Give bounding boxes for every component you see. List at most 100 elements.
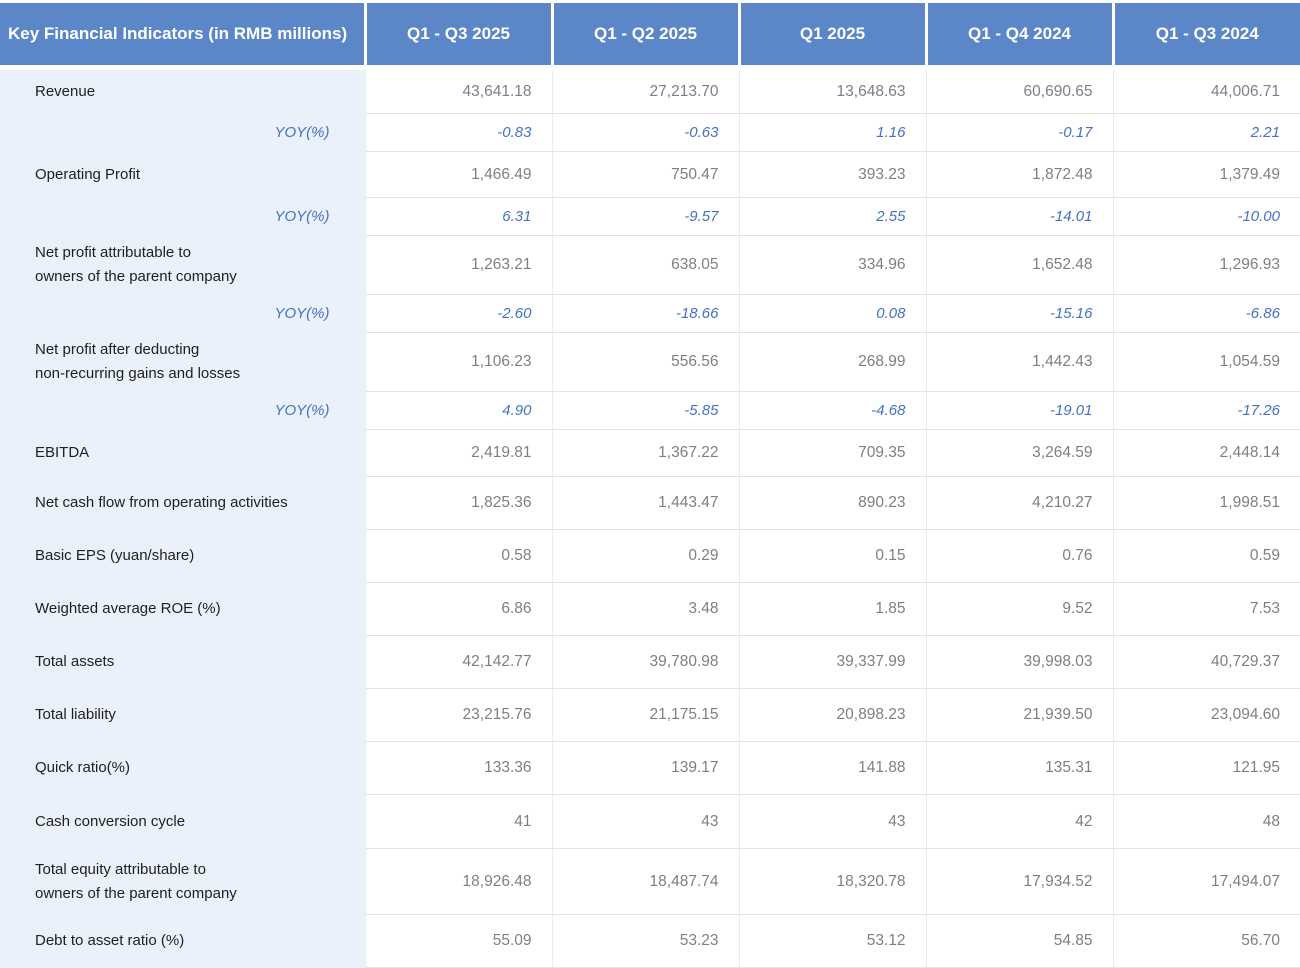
table-row: Net profit attributable to owners of the… [0,235,1300,295]
table-row: YOY(%) 4.90 -5.85 -4.68 -19.01 -17.26 [0,391,1300,430]
cell-value: 121.95 [1112,741,1300,795]
row-label: YOY(%) [0,391,365,430]
cell-value: 268.99 [738,332,926,392]
cell-value: 2,419.81 [364,429,552,477]
row-label: Weighted average ROE (%) [0,582,365,636]
row-label: Net cash flow from operating activities [0,476,365,530]
cell-value: 23,094.60 [1112,688,1300,742]
cell-value: 2,448.14 [1112,429,1300,477]
cell-value: -15.16 [925,294,1113,333]
cell-value: -17.26 [1112,391,1300,430]
row-label: Net profit attributable to owners of the… [0,235,365,295]
cell-value: 4,210.27 [925,476,1113,530]
cell-value: 1,379.49 [1112,151,1300,198]
row-label: EBITDA [0,429,365,477]
cell-value: -14.01 [925,197,1113,236]
row-label: Total liability [0,688,365,742]
cell-value: 1,106.23 [364,332,552,392]
cell-value: 18,926.48 [364,848,552,915]
cell-value: 21,175.15 [551,688,739,742]
column-header: Q1 2025 [739,0,928,70]
cell-value: 0.59 [1112,529,1300,583]
cell-value: 23,215.76 [364,688,552,742]
cell-value: 890.23 [738,476,926,530]
cell-value: 1.85 [738,582,926,636]
table-row: Net profit after deducting non-recurring… [0,332,1300,392]
row-label: Total equity attributable to owners of t… [0,848,365,915]
cell-value: 638.05 [551,235,739,295]
cell-value: 7.53 [1112,582,1300,636]
cell-value: 1,443.47 [551,476,739,530]
cell-value: 6.31 [364,197,552,236]
cell-value: 21,939.50 [925,688,1113,742]
cell-value: 6.86 [364,582,552,636]
row-label: Basic EPS (yuan/share) [0,529,365,583]
row-label: Total assets [0,635,365,689]
cell-value: 17,934.52 [925,848,1113,915]
table-row: Revenue 43,641.18 27,213.70 13,648.63 60,690… [0,67,1300,114]
row-label: Quick ratio(%) [0,741,365,795]
table-row: YOY(%) -0.83 -0.63 1.16 -0.17 2.21 [0,113,1300,152]
cell-value: 1,998.51 [1112,476,1300,530]
cell-value: 750.47 [551,151,739,198]
table-row: YOY(%) 6.31 -9.57 2.55 -14.01 -10.00 [0,197,1300,236]
cell-value: 3.48 [551,582,739,636]
cell-value: 1,466.49 [364,151,552,198]
table-title: Key Financial Indicators (in RMB million… [0,0,367,70]
cell-value: 43 [551,794,739,849]
cell-value: 9.52 [925,582,1113,636]
cell-value: -5.85 [551,391,739,430]
cell-value: -4.68 [738,391,926,430]
cell-value: -18.66 [551,294,739,333]
cell-value: 42,142.77 [364,635,552,689]
table-row: Basic EPS (yuan/share) 0.58 0.29 0.15 0.76 0.… [0,529,1300,583]
cell-value: 39,998.03 [925,635,1113,689]
cell-value: 43,641.18 [364,67,552,114]
cell-value: 0.08 [738,294,926,333]
table-row: YOY(%) -2.60 -18.66 0.08 -15.16 -6.86 [0,294,1300,333]
cell-value: 56.70 [1112,914,1300,968]
cell-value: 18,487.74 [551,848,739,915]
cell-value: 556.56 [551,332,739,392]
cell-value: 1,652.48 [925,235,1113,295]
cell-value: 0.15 [738,529,926,583]
column-header: Q1 - Q3 2025 [365,0,554,70]
cell-value: -0.83 [364,113,552,152]
cell-value: 39,337.99 [738,635,926,689]
cell-value: 139.17 [551,741,739,795]
table-row: EBITDA 2,419.81 1,367.22 709.35 3,264.59 2,44… [0,429,1300,477]
cell-value: -2.60 [364,294,552,333]
cell-value: -9.57 [551,197,739,236]
cell-value: 1,296.93 [1112,235,1300,295]
cell-value: 133.36 [364,741,552,795]
cell-value: 54.85 [925,914,1113,968]
cell-value: 4.90 [364,391,552,430]
cell-value: -6.86 [1112,294,1300,333]
header-row: Key Financial Indicators (in RMB million… [0,0,1300,70]
cell-value: 53.23 [551,914,739,968]
cell-value: 41 [364,794,552,849]
row-label: YOY(%) [0,294,365,333]
cell-value: 1,442.43 [925,332,1113,392]
row-label: Net profit after deducting non-recurring… [0,332,365,392]
cell-value: 1,367.22 [551,429,739,477]
cell-value: 43 [738,794,926,849]
table-row: Total assets 42,142.77 39,780.98 39,337.99 3… [0,635,1300,689]
row-label: Debt to asset ratio (%) [0,914,365,968]
cell-value: -0.17 [925,113,1113,152]
cell-value: 2.21 [1112,113,1300,152]
cell-value: 393.23 [738,151,926,198]
cell-value: 141.88 [738,741,926,795]
cell-value: 1,872.48 [925,151,1113,198]
cell-value: -10.00 [1112,197,1300,236]
column-header: Q1 - Q3 2024 [1113,0,1300,70]
table-row: Quick ratio(%) 133.36 139.17 141.88 135.31 12… [0,741,1300,795]
cell-value: 44,006.71 [1112,67,1300,114]
cell-value: 53.12 [738,914,926,968]
cell-value: 1,825.36 [364,476,552,530]
row-label: Revenue [0,67,365,114]
cell-value: 20,898.23 [738,688,926,742]
cell-value: 0.29 [551,529,739,583]
cell-value: 60,690.65 [925,67,1113,114]
